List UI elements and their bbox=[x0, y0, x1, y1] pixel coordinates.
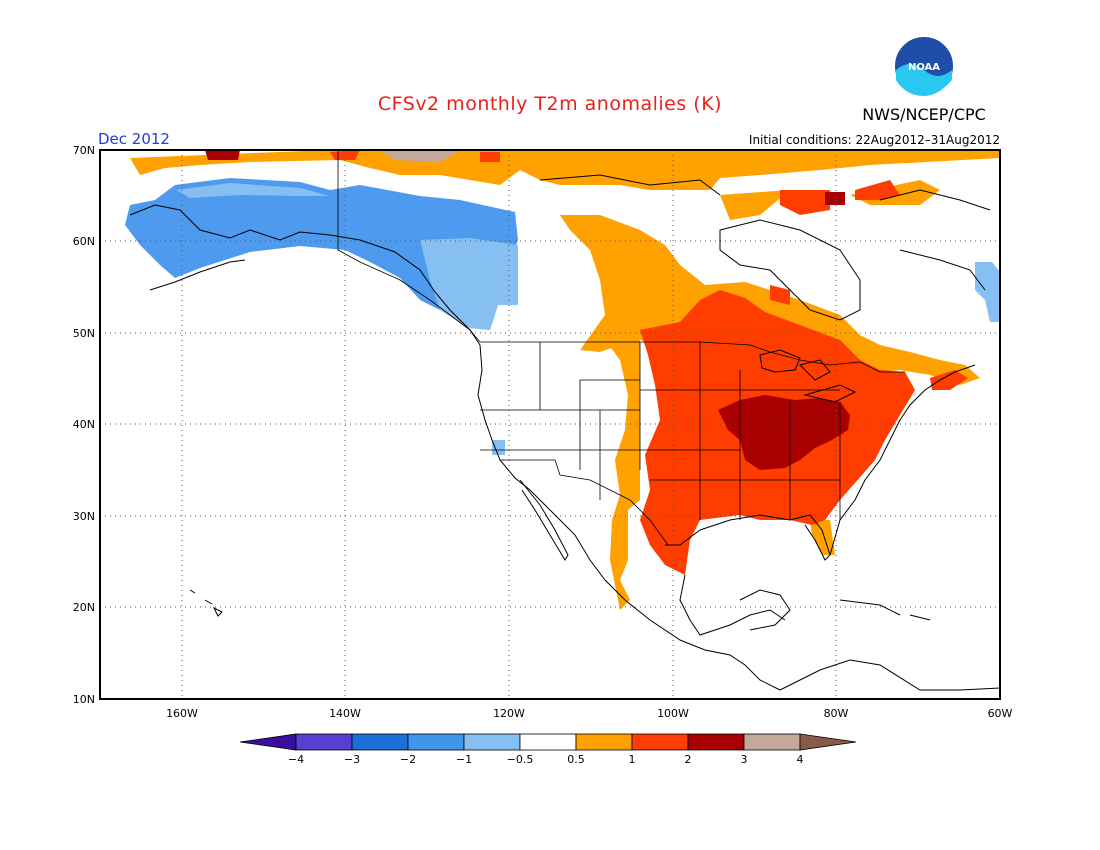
initial-conditions-label: Initial conditions: 22Aug2012–31Aug2012 bbox=[749, 133, 1000, 147]
colorbar-labels: −4 −3 −2 −1 −0.5 0.5 1 2 3 4 bbox=[288, 753, 804, 766]
map-area bbox=[100, 150, 1000, 699]
colorbar-label: 2 bbox=[685, 753, 692, 766]
colorbar-label: −3 bbox=[344, 753, 360, 766]
colorbar-swatch bbox=[407, 733, 465, 751]
lon-label: 80W bbox=[824, 707, 849, 720]
colorbar-swatch bbox=[295, 733, 353, 751]
colorbar-swatch bbox=[631, 733, 689, 751]
colorbar-swatch bbox=[519, 733, 577, 751]
colorbar-swatch bbox=[239, 733, 297, 751]
lon-label: 140W bbox=[329, 707, 361, 720]
longitude-labels: 160W 140W 120W 100W 80W 60W bbox=[166, 707, 1012, 720]
colorbar-swatch bbox=[799, 733, 857, 751]
map-frame bbox=[99, 149, 1001, 700]
colorbar-label: 3 bbox=[741, 753, 748, 766]
lon-label: 120W bbox=[493, 707, 525, 720]
figure-title: CFSv2 monthly T2m anomalies (K) bbox=[378, 93, 722, 115]
lat-label: 70N bbox=[73, 144, 95, 157]
noaa-logo-text: NOAA bbox=[908, 62, 940, 73]
month-label: Dec 2012 bbox=[98, 130, 170, 148]
colorbar-swatch bbox=[575, 733, 633, 751]
agency-label: NWS/NCEP/CPC bbox=[862, 105, 986, 124]
lat-label: 60N bbox=[73, 235, 95, 248]
noaa-logo: NOAA bbox=[893, 35, 955, 97]
colorbar-label: 1 bbox=[629, 753, 636, 766]
colorbar bbox=[239, 733, 857, 751]
colorbar-swatch bbox=[687, 733, 745, 751]
lat-label: 40N bbox=[73, 418, 95, 431]
colorbar-label: 4 bbox=[797, 753, 804, 766]
colorbar-label: 0.5 bbox=[567, 753, 585, 766]
cold-anomaly-region bbox=[125, 178, 1000, 455]
colorbar-swatch bbox=[351, 733, 409, 751]
warm-anomaly-region-3 bbox=[380, 150, 460, 162]
colorbar-label: −4 bbox=[288, 753, 304, 766]
lat-label: 20N bbox=[73, 601, 95, 614]
colorbar-label: −2 bbox=[400, 753, 416, 766]
colorbar-label: −0.5 bbox=[507, 753, 534, 766]
lat-label: 10N bbox=[73, 693, 95, 706]
lon-label: 160W bbox=[166, 707, 198, 720]
colorbar-swatch bbox=[743, 733, 801, 751]
colorbar-label: −1 bbox=[456, 753, 472, 766]
lat-label: 50N bbox=[73, 327, 95, 340]
colorbar-swatch bbox=[463, 733, 521, 751]
coastlines bbox=[129, 174, 1000, 691]
lon-label: 60W bbox=[988, 707, 1013, 720]
warm-anomaly-region-2 bbox=[205, 150, 850, 470]
political-borders bbox=[337, 150, 905, 546]
lon-label: 100W bbox=[657, 707, 689, 720]
latitude-labels: 70N 60N 50N 40N 30N 20N 10N bbox=[73, 144, 95, 706]
gridlines bbox=[100, 150, 1000, 699]
lat-label: 30N bbox=[73, 510, 95, 523]
